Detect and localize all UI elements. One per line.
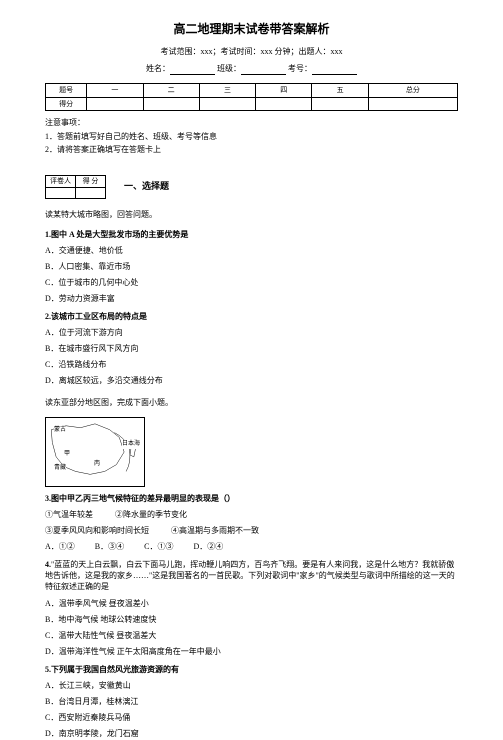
cell (143, 97, 199, 111)
cell: 得分 (46, 97, 87, 111)
scorer-table: 评卷人 得 分 (45, 175, 106, 199)
cell (312, 97, 368, 111)
cell: 评卷人 (46, 176, 76, 188)
cell: 二 (143, 84, 199, 98)
id-label: 考号： (288, 64, 312, 73)
sub-intro: 读东亚部分地区图，完成下面小题。 (45, 397, 458, 409)
inline-opt: ④高温期与多雨期不一致 (171, 526, 259, 535)
cell: 三 (199, 84, 255, 98)
cell (199, 97, 255, 111)
scorer-row: 评卷人 得 分 一、选择题 (45, 175, 458, 199)
section-label: 一、选择题 (124, 180, 169, 194)
cell: 总分 (368, 84, 457, 98)
name-label: 姓名： (146, 64, 170, 73)
score-table: 题号 一 二 三 四 五 总分 得分 (45, 83, 458, 111)
q4-text: "蓝蓝的天上白云飘，白云下面马儿跑，挥动鞭儿响四方，百鸟齐飞翔。要是有人来问我，… (45, 560, 455, 591)
cell: 一 (87, 84, 143, 98)
id-blank (312, 65, 357, 75)
page-title: 高二地理期末试卷带答案解析 (45, 20, 458, 38)
notice-item: 1．答题前填写好自己的姓名、班级、考号等信息 (45, 131, 458, 143)
name-blank (170, 65, 215, 75)
option: D．离城区较远，多沿交通线分布 (45, 375, 458, 387)
inline-options: ③夏季风风向和影响时间长短 ④高温期与多雨期不一致 (45, 525, 458, 537)
option: C．位于城市的几何中心处 (45, 277, 458, 289)
option: C．西安附近秦陵兵马俑 (45, 712, 458, 724)
option: D．劳动力资源丰富 (45, 293, 458, 305)
cell (87, 97, 143, 111)
combo-options: A．①② B．③④ C．①③ D．②④ (45, 541, 458, 553)
option: B．台湾日月潭，桂林漓江 (45, 696, 458, 708)
option: B．在城市盛行风下风方向 (45, 343, 458, 355)
cell (368, 97, 457, 111)
map-label: 丙 (94, 460, 100, 469)
table-row: 题号 一 二 三 四 五 总分 (46, 84, 458, 98)
question-para: 4."蓝蓝的天上白云飘，白云下面马儿跑，挥动鞭儿响四方，百鸟齐飞翔。要是有人来问… (45, 559, 458, 593)
intro-text: 读某特大城市略图，回答问题。 (45, 209, 458, 221)
notice-header: 注意事项： (45, 117, 458, 129)
cell: 得 分 (76, 176, 106, 188)
option: C．温带大陆性气候 昼夜温差大 (45, 630, 458, 642)
question-stem: 2.该城市工业区布局的特点是 (45, 311, 458, 323)
option: D．温带海洋性气候 正午太阳高度角在一年中最小 (45, 646, 458, 658)
cell (46, 187, 76, 198)
map-label: 蒙古 (54, 426, 66, 435)
fill-line: 姓名： 班级： 考号： (45, 63, 458, 75)
inline-opt: ③夏季风风向和影响时间长短 (45, 526, 149, 535)
map-figure: 蒙古 甲 青藏 丙 日本海 (45, 417, 145, 487)
option: A．长江三峡，安徽黄山 (45, 680, 458, 692)
question-stem: 1.图中 A 处是大型批发市场的主要优势是 (45, 229, 458, 241)
class-label: 班级： (217, 64, 241, 73)
option: A．位于河流下游方向 (45, 327, 458, 339)
cell (256, 97, 312, 111)
map-label: 甲 (64, 450, 70, 459)
cell: 四 (256, 84, 312, 98)
question-stem: 3.图中甲乙丙三地气候特征的差异最明显的表现是（） (45, 493, 458, 505)
notice-item: 2．请将答案正确填写在答题卡上 (45, 144, 458, 156)
map-label: 日本海 (122, 440, 140, 449)
option: D．南京明孝陵，龙门石窟 (45, 728, 458, 740)
option: C．①③ (144, 542, 173, 551)
cell (76, 187, 106, 198)
option: A．温带季风气候 昼夜温差小 (45, 598, 458, 610)
option: B．人口密集、靠近市场 (45, 261, 458, 273)
option: C．沿铁路线分布 (45, 359, 458, 371)
option: A．交通便捷、地价低 (45, 245, 458, 257)
cell: 五 (312, 84, 368, 98)
option: D．②④ (193, 542, 223, 551)
table-row: 得分 (46, 97, 458, 111)
exam-info: 考试范围：xxx；考试时间：xxx 分钟；出题人：xxx (45, 46, 458, 58)
option: A．①② (45, 542, 75, 551)
option: B．③④ (95, 542, 124, 551)
option: B．地中海气候 地球公转速度快 (45, 614, 458, 626)
cell: 题号 (46, 84, 87, 98)
inline-opt: ②降水量的季节变化 (115, 510, 187, 519)
inline-options: ①气温年较差 ②降水量的季节变化 (45, 509, 458, 521)
map-label: 青藏 (54, 464, 66, 473)
inline-opt: ①气温年较差 (45, 510, 93, 519)
question-stem: 5.下列属于我国自然风光旅游资源的有 (45, 664, 458, 676)
class-blank (241, 65, 286, 75)
